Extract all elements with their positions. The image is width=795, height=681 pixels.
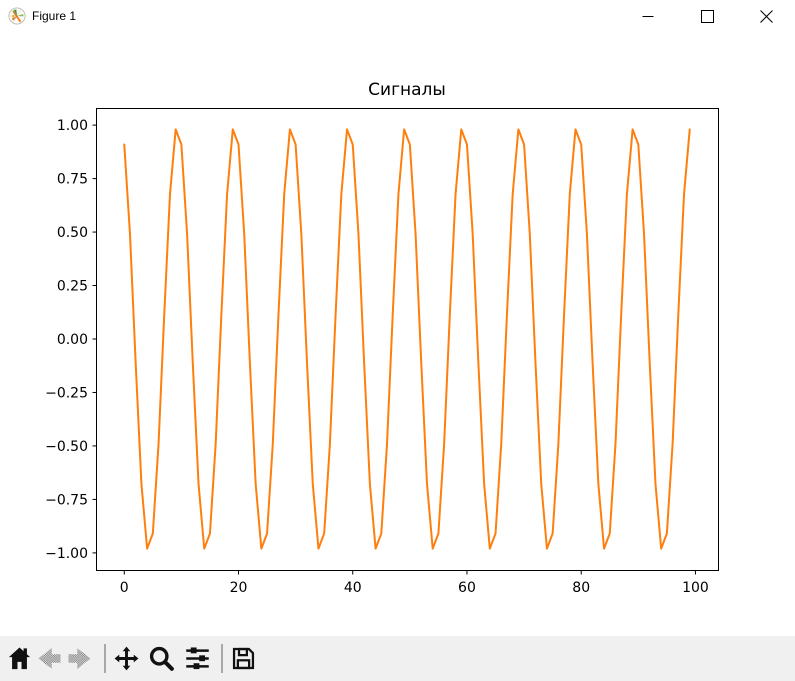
x-tick-label: 20 [230, 580, 248, 596]
x-tick-label: 80 [572, 580, 590, 596]
chart-title: Сигналы [368, 80, 446, 100]
close-icon [759, 9, 773, 23]
x-tick-label: 0 [120, 580, 129, 596]
y-tick-label: −0.75 [45, 492, 88, 508]
y-tick-label: −0.50 [45, 439, 88, 455]
forward-arrow-icon [68, 648, 91, 669]
title-bar[interactable]: Figure 1 [0, 0, 795, 32]
y-tick-label: −0.25 [45, 385, 88, 401]
y-tick-label: −1.00 [45, 546, 88, 562]
back-button[interactable] [36, 645, 63, 672]
y-tick-label: 0.75 [57, 172, 88, 188]
minimize-icon [642, 16, 654, 17]
signal-line [123, 128, 691, 550]
axes-frame [96, 108, 719, 571]
chart-svg[interactable]: Сигналы 0 20 40 60 80 100 1.00 0.75 0.50 0.25 0.00… [0, 32, 795, 636]
maximize-button[interactable] [684, 0, 730, 32]
close-button[interactable] [743, 0, 789, 32]
minimize-button[interactable] [625, 0, 671, 32]
y-tick-label: 1.00 [57, 118, 88, 134]
pan-button[interactable] [113, 645, 140, 672]
forward-button[interactable] [66, 645, 93, 672]
toolbar-separator [221, 644, 223, 673]
y-tick-label: 0.25 [57, 279, 88, 295]
x-tick-label: 100 [682, 580, 709, 596]
sliders-icon [186, 647, 209, 670]
toolbar-separator [104, 644, 106, 673]
navigation-toolbar [0, 636, 795, 681]
pan-move-icon [114, 646, 139, 671]
x-tick-label: 60 [458, 580, 476, 596]
figure-canvas[interactable]: Сигналы 0 20 40 60 80 100 1.00 0.75 0.50 0.25 0.00… [0, 32, 795, 636]
matplotlib-logo-icon[interactable] [8, 7, 26, 25]
home-icon [8, 647, 31, 670]
maximize-icon [700, 9, 714, 23]
back-arrow-icon [38, 648, 61, 669]
home-button[interactable] [6, 645, 33, 672]
x-tick-label: 40 [344, 580, 362, 596]
y-tick-label: 0.50 [57, 225, 88, 241]
zoom-button[interactable] [148, 645, 175, 672]
save-floppy-icon [232, 647, 255, 670]
zoom-magnifier-icon [149, 646, 174, 671]
configure-subplots-button[interactable] [184, 645, 211, 672]
window-title: Figure 1 [32, 9, 77, 23]
y-tick-label: 0.00 [57, 332, 88, 348]
save-button[interactable] [230, 645, 257, 672]
